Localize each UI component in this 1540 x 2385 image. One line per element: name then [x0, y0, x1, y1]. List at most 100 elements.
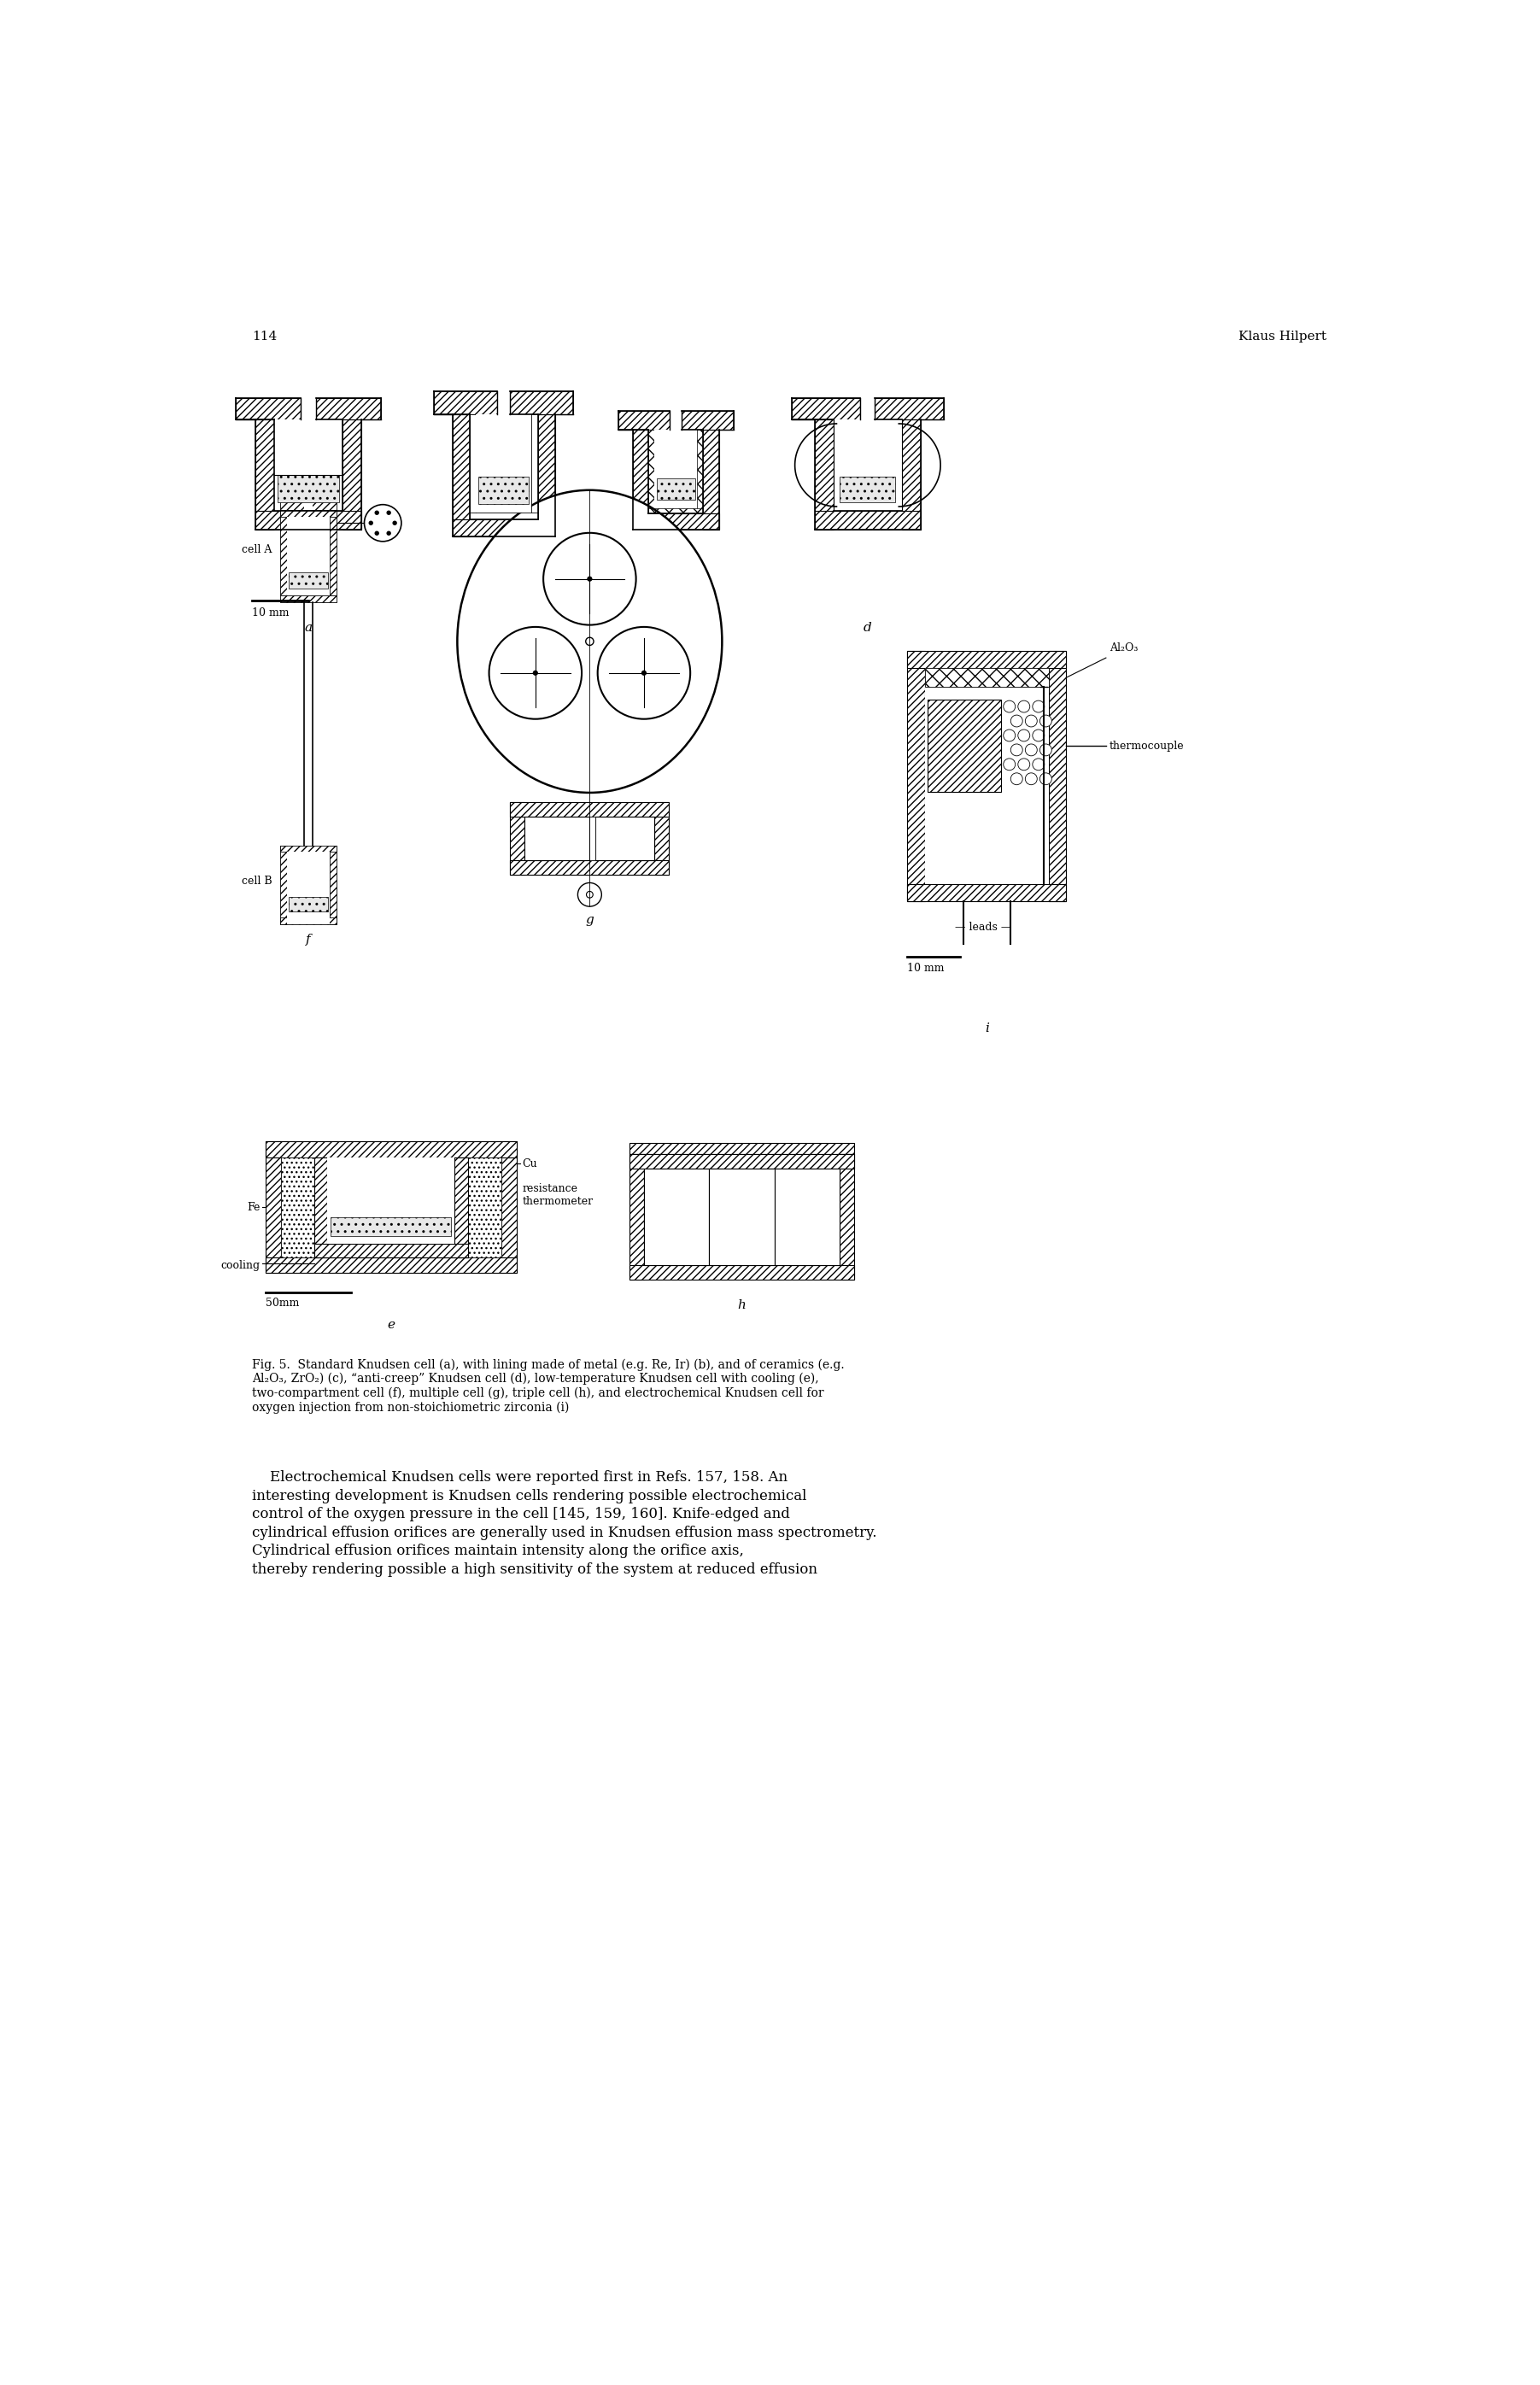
Bar [286, 851, 330, 925]
Bar [280, 596, 336, 601]
Bar [833, 420, 902, 510]
Text: ZrO₂: ZrO₂ [952, 739, 976, 751]
Bar [453, 520, 554, 537]
Bar [682, 410, 733, 429]
Circle shape [393, 520, 397, 525]
Circle shape [1010, 716, 1023, 727]
Text: c: c [671, 615, 679, 627]
Bar [654, 429, 698, 508]
Bar [633, 513, 719, 529]
Bar [815, 420, 833, 529]
Bar [531, 415, 537, 520]
Text: cell A: cell A [242, 544, 273, 556]
Circle shape [1018, 730, 1030, 742]
Bar [510, 801, 668, 818]
Bar [328, 1157, 454, 1245]
Bar [274, 420, 343, 510]
Bar [648, 429, 654, 513]
Text: oxygen injection from non-stoichiometric zirconia (i): oxygen injection from non-stoichiometric… [253, 1402, 570, 1414]
Bar [306, 501, 336, 510]
Bar [501, 1142, 517, 1274]
Bar [510, 861, 668, 875]
Bar [330, 510, 336, 596]
Bar [343, 420, 362, 529]
Circle shape [1010, 744, 1023, 756]
Text: 10 mm: 10 mm [907, 964, 944, 973]
Bar [875, 398, 944, 420]
Bar [470, 415, 476, 520]
Circle shape [387, 510, 391, 515]
Bar [510, 391, 573, 415]
Bar [1049, 651, 1066, 902]
Bar [594, 818, 654, 861]
Circle shape [587, 577, 593, 582]
Circle shape [490, 627, 582, 718]
Bar [644, 1169, 710, 1264]
Circle shape [1032, 730, 1044, 742]
Text: Fe: Fe [246, 1202, 260, 1212]
Text: Fig. 5.  Standard Knudsen cell (a), with lining made of metal (e.g. Re, Ir) (b),: Fig. 5. Standard Knudsen cell (a), with … [253, 1359, 844, 1371]
Text: g: g [585, 913, 594, 925]
Text: d: d [864, 622, 872, 634]
Bar [656, 479, 695, 498]
Bar [924, 668, 1049, 687]
Bar [314, 1157, 328, 1257]
Text: Al₂O₃, ZrO₂) (c), “anti-creep” Knudsen cell (d), low-temperature Knudsen cell wi: Al₂O₃, ZrO₂) (c), “anti-creep” Knudsen c… [253, 1374, 819, 1386]
Bar [698, 429, 702, 513]
Bar [290, 897, 328, 911]
Bar [815, 510, 921, 529]
Bar [331, 1219, 451, 1235]
Bar [907, 885, 1066, 902]
Bar [924, 668, 1049, 885]
Circle shape [1004, 758, 1015, 770]
Bar [537, 415, 554, 537]
Text: thereby rendering possible a high sensitivity of the system at reduced effusion: thereby rendering possible a high sensit… [253, 1562, 818, 1576]
Bar [305, 501, 313, 510]
Text: cylindrical effusion orifices are generally used in Knudsen effusion mass spectr: cylindrical effusion orifices are genera… [253, 1526, 876, 1541]
Bar [280, 918, 336, 925]
Text: 114: 114 [253, 332, 277, 343]
Text: control of the oxygen pressure in the cell [145, 159, 160]. Knife-edged and: control of the oxygen pressure in the ce… [253, 1507, 790, 1522]
Bar [277, 475, 339, 503]
Bar [280, 844, 286, 925]
Circle shape [1026, 773, 1036, 785]
Bar [256, 420, 274, 529]
Text: Al₂O₃: Al₂O₃ [1109, 642, 1138, 653]
Circle shape [1018, 758, 1030, 770]
Text: e: e [387, 1319, 394, 1331]
Bar [792, 398, 861, 420]
Circle shape [1004, 701, 1015, 713]
Text: thermocouple: thermocouple [1109, 739, 1184, 751]
Bar [280, 510, 286, 596]
Text: i: i [984, 1023, 989, 1035]
Circle shape [598, 627, 690, 718]
Text: Cylindrical effusion orifices maintain intensity along the orifice axis,: Cylindrical effusion orifices maintain i… [253, 1543, 744, 1557]
Bar [453, 415, 470, 537]
Bar [525, 818, 590, 861]
Circle shape [1010, 773, 1023, 785]
Circle shape [1040, 744, 1052, 756]
Bar [256, 510, 362, 529]
Bar [454, 1157, 468, 1257]
Circle shape [368, 520, 373, 525]
Bar [434, 391, 497, 415]
Bar [902, 420, 921, 529]
Bar [265, 1142, 282, 1274]
Bar [470, 513, 537, 520]
Circle shape [1018, 701, 1030, 713]
Bar [590, 818, 594, 861]
Bar [702, 429, 719, 529]
Bar [907, 651, 924, 902]
Text: two-compartment cell (f), multiple cell (g), triple cell (h), and electrochemica: two-compartment cell (f), multiple cell … [253, 1388, 824, 1400]
Circle shape [544, 532, 636, 625]
Bar [290, 572, 328, 589]
Bar [630, 1264, 855, 1278]
Bar [510, 801, 525, 875]
Bar [633, 429, 648, 529]
Bar [839, 477, 895, 501]
Circle shape [641, 670, 647, 675]
Bar [265, 1142, 517, 1157]
Bar [907, 651, 1066, 668]
Bar [618, 410, 670, 429]
Circle shape [1040, 716, 1052, 727]
